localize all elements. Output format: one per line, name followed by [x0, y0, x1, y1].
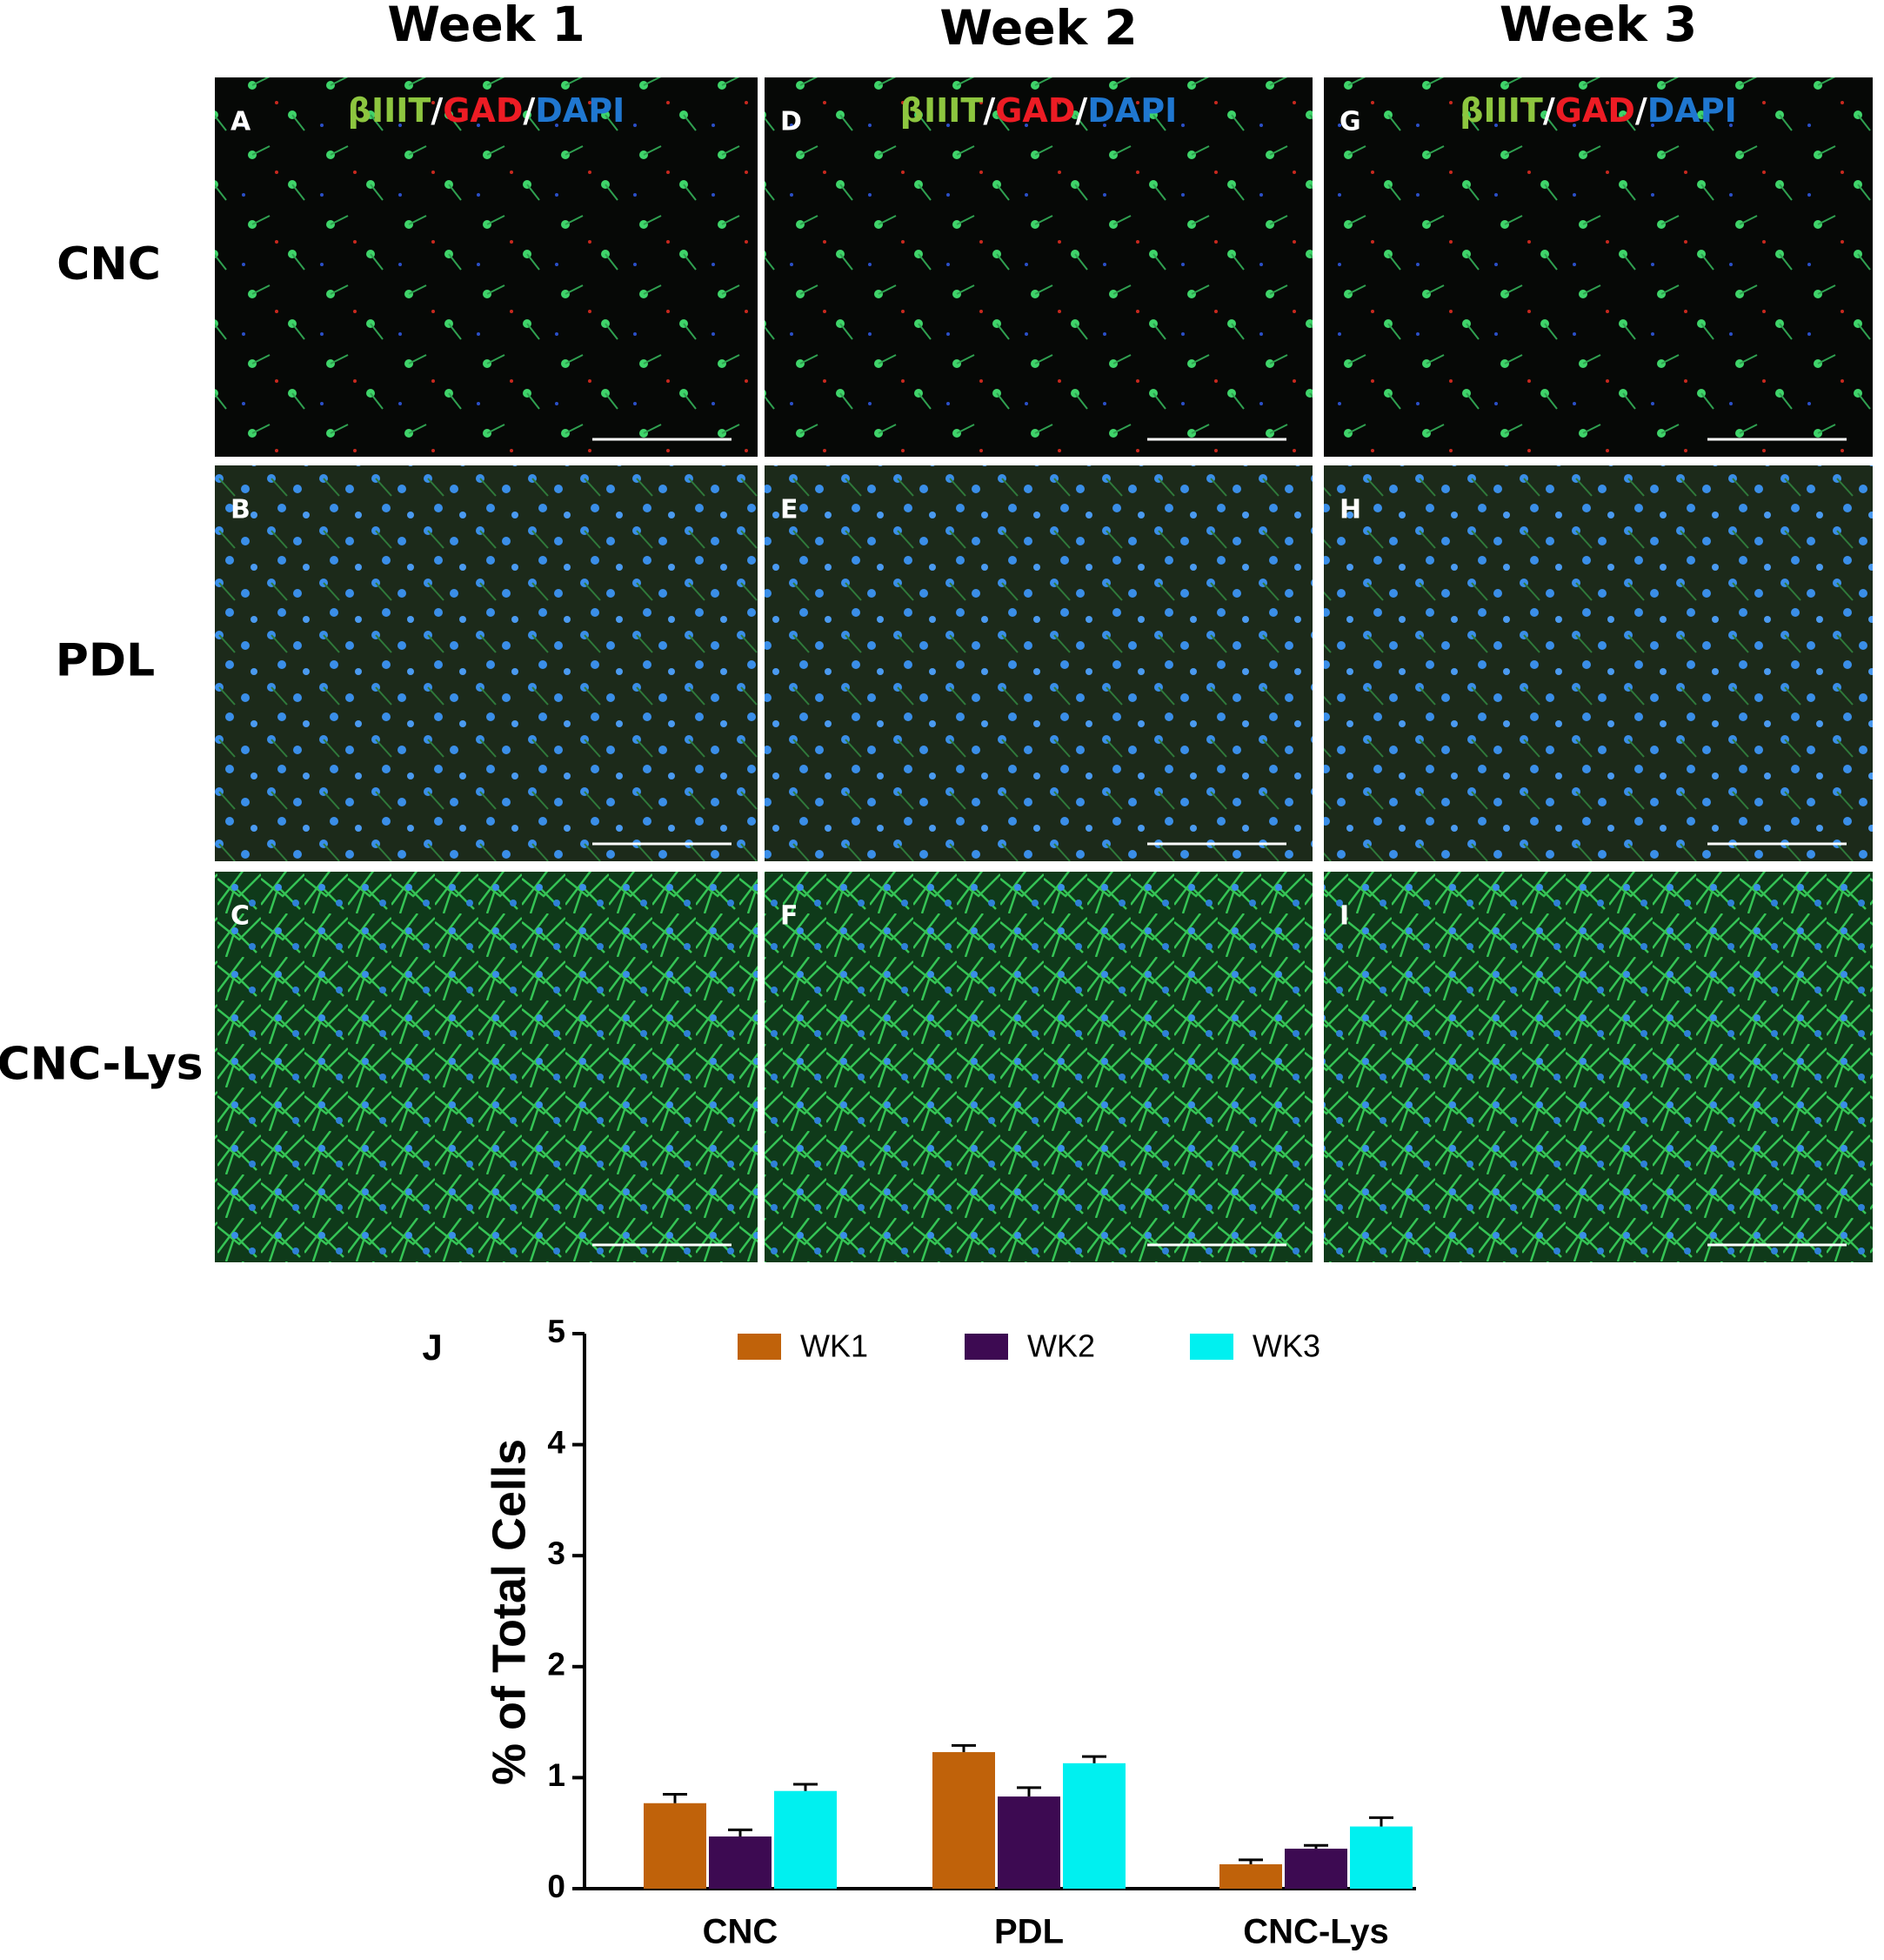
panel-label: J	[422, 1327, 442, 1368]
bar	[998, 1796, 1060, 1889]
y-tick-label: 2	[547, 1647, 565, 1682]
micrograph	[1324, 872, 1873, 1262]
column-header: Week 3	[1500, 0, 1697, 52]
row-header: CNC-Lys	[0, 1039, 204, 1091]
panel-letter: D	[780, 107, 802, 137]
y-axis-label: % of Total Cells	[483, 1439, 535, 1785]
micrograph	[1324, 465, 1873, 861]
bar	[932, 1752, 995, 1889]
bar	[1285, 1849, 1347, 1889]
y-tick-label: 1	[547, 1757, 565, 1793]
stain-label: βIIIT/GAD/DAPI	[348, 91, 625, 130]
panel-letter: F	[780, 901, 798, 932]
bar	[709, 1836, 772, 1889]
stain-part: DAPI	[535, 91, 625, 130]
y-tick-label: 0	[547, 1869, 565, 1904]
bar-chart: J % of Total Cells 0 1 2 3 4 5 CNC PDL CNC-Lys WK1 W…	[422, 1314, 1416, 1951]
column-header: Week 1	[387, 0, 585, 52]
stain-part: DAPI	[1647, 91, 1737, 130]
panel-letter: E	[780, 495, 798, 525]
stain-label: βIIIT/GAD/DAPI	[1460, 91, 1736, 130]
stain-part: βIIIT	[348, 91, 431, 130]
row-header: PDL	[56, 635, 155, 687]
bar	[644, 1803, 706, 1889]
micrograph	[215, 77, 758, 457]
panel-letter: G	[1340, 107, 1361, 137]
stain-label: βIIIT/GAD/DAPI	[900, 91, 1177, 130]
stain-part: GAD	[443, 91, 523, 130]
stain-part: βIIIT	[900, 91, 984, 130]
y-tick-label: 5	[547, 1314, 565, 1349]
panel-letter: H	[1340, 495, 1361, 525]
panel-letter: B	[230, 495, 251, 525]
legend-swatch	[965, 1334, 1008, 1360]
legend-label: WK2	[1027, 1328, 1095, 1364]
stain-part: /	[1635, 91, 1647, 130]
stain-part: /	[983, 91, 995, 130]
stain-part: GAD	[1555, 91, 1635, 130]
x-tick-label: PDL	[994, 1913, 1064, 1951]
micrograph	[1324, 77, 1873, 457]
stain-part: /	[1543, 91, 1555, 130]
panel-letter: I	[1340, 901, 1349, 932]
y-tick-label: 4	[547, 1424, 565, 1460]
stain-part: /	[523, 91, 535, 130]
legend-label: WK3	[1253, 1328, 1320, 1364]
row-header: CNC	[57, 238, 161, 291]
legend-swatch	[1190, 1334, 1233, 1360]
stain-part: /	[431, 91, 443, 130]
bar	[1063, 1763, 1126, 1889]
micrograph	[765, 872, 1313, 1262]
legend-label: WK1	[800, 1328, 868, 1364]
micrograph	[765, 77, 1313, 457]
panel-letter: A	[230, 107, 251, 137]
stain-part: GAD	[995, 91, 1075, 130]
micrograph	[215, 872, 758, 1262]
x-tick-label: CNC	[703, 1913, 778, 1951]
y-tick-label: 3	[547, 1535, 565, 1571]
x-tick-label: CNC-Lys	[1243, 1913, 1388, 1951]
stain-part: DAPI	[1087, 91, 1177, 130]
panel-letter: C	[230, 901, 250, 932]
bar	[1350, 1826, 1413, 1889]
legend-swatch	[738, 1334, 781, 1360]
bar	[1219, 1863, 1282, 1889]
micrograph	[215, 465, 758, 861]
bar	[774, 1790, 837, 1889]
stain-part: βIIIT	[1460, 91, 1543, 130]
micrograph	[765, 465, 1313, 861]
column-header: Week 2	[939, 0, 1137, 56]
stain-part: /	[1075, 91, 1087, 130]
